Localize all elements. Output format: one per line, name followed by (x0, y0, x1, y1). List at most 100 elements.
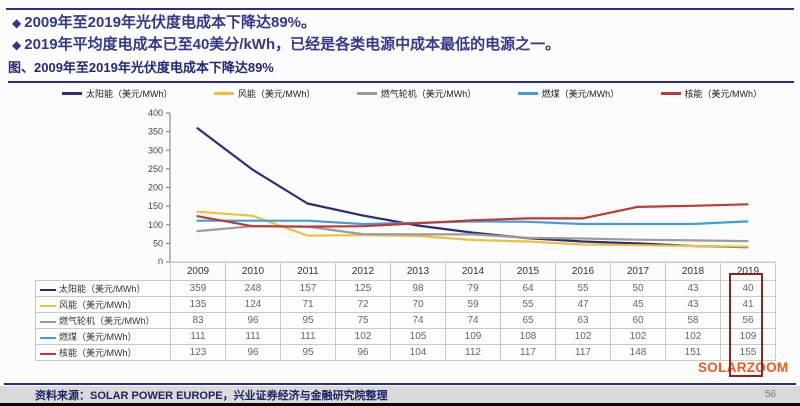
summary-bullets: ◆ 2009年至2019年光伏度电成本下降达89%。 ◆ 2019年平均度电成本已至… (12, 12, 560, 56)
year-header-2014: 2014 (445, 262, 501, 281)
value-cell: 45 (610, 296, 666, 313)
value-cell: 95 (280, 312, 336, 329)
footer: 资料来源：SOLAR POWER EUROPE，兴业证券经济与金融研究院整理 5… (0, 386, 800, 403)
diamond-bullet-icon: ◆ (12, 38, 22, 52)
value-cell: 96 (225, 344, 281, 361)
y-tick-label: 0 (158, 257, 163, 264)
value-cell: 74 (390, 312, 446, 329)
value-cell: 83 (170, 312, 226, 329)
value-cell: 74 (445, 312, 501, 329)
value-cell: 98 (390, 280, 446, 297)
row-label-gas-turbine: 燃气轮机（美元/MWh） (35, 312, 171, 329)
value-cell: 40 (720, 280, 776, 297)
bullet-text-1: 2009年至2019年光伏度电成本下降达89%。 (24, 14, 316, 31)
year-header-2011: 2011 (280, 262, 336, 281)
legend-label: 燃煤（美元/MWh） (541, 89, 620, 99)
legend-swatch-gas-turbine (356, 92, 377, 95)
legend-swatch-coal (517, 92, 538, 95)
value-cell: 151 (665, 344, 721, 361)
value-cell: 63 (555, 312, 611, 329)
value-cell: 59 (445, 296, 501, 313)
value-cell: 95 (280, 344, 336, 361)
value-cell: 117 (500, 344, 556, 361)
value-cell: 248 (225, 280, 281, 297)
year-header-2017: 2017 (610, 262, 666, 281)
legend-item-wind: 风能（美元/MWh） (213, 87, 316, 100)
value-cell: 108 (500, 328, 556, 345)
value-cell: 359 (170, 280, 226, 297)
bullet-text-2: 2019年平均度电成本已至40美分/kWh，已经是各类电源中成本最低的电源之一。 (24, 36, 561, 53)
value-cell: 41 (720, 296, 776, 313)
y-tick-label: 150 (148, 201, 163, 211)
value-cell: 102 (665, 328, 721, 345)
value-cell: 55 (555, 280, 611, 297)
row-label-coal: 燃煤（美元/MWh） (35, 328, 171, 345)
legend-label: 燃气轮机（美元/MWh） (380, 89, 477, 99)
bottom-border (0, 403, 800, 406)
value-cell: 111 (170, 328, 226, 345)
value-cell: 102 (555, 328, 611, 345)
value-cell: 105 (390, 328, 446, 345)
year-header-2013: 2013 (390, 262, 446, 281)
year-header-2010: 2010 (225, 262, 281, 281)
value-cell: 109 (720, 328, 776, 345)
value-cell: 55 (500, 296, 556, 313)
table-row-solar: 太阳能（美元/MWh） 359 248 157 125 98 79 64 55 50 43 40 (35, 280, 776, 297)
y-tick-label: 250 (148, 164, 163, 174)
value-cell: 47 (555, 296, 611, 313)
value-cell: 157 (280, 280, 336, 297)
page-number: 56 (764, 389, 776, 400)
row-label-solar: 太阳能（美元/MWh） (35, 280, 171, 297)
y-tick-label: 400 (148, 108, 163, 118)
table-row-gas-turbine: 燃气轮机（美元/MWh） 83 96 95 75 74 74 65 63 60 58 56 (35, 312, 776, 329)
value-cell: 60 (610, 312, 666, 329)
value-cell: 56 (720, 312, 776, 329)
value-cell: 123 (170, 344, 226, 361)
line-chart-svg: 0 50 100 150 200 250 300 350 400 (148, 108, 776, 264)
value-cell: 111 (280, 328, 336, 345)
series-line-gas-turbine (196, 225, 749, 243)
value-cell: 65 (500, 312, 556, 329)
legend-item-coal: 燃煤（美元/MWh） (517, 87, 620, 100)
value-cell: 125 (335, 280, 391, 297)
row-swatch-wind (40, 304, 56, 307)
value-cell: 64 (500, 280, 556, 297)
year-header-2015: 2015 (500, 262, 556, 281)
series-line-wind (196, 210, 749, 248)
value-cell: 124 (225, 296, 281, 313)
legend-label: 核能（美元/MWh） (684, 89, 763, 99)
table-row-wind: 风能（美元/MWh） 135 124 71 72 70 59 55 47 45 43 41 (35, 296, 776, 313)
legend-item-gas-turbine: 燃气轮机（美元/MWh） (356, 87, 477, 100)
legend-label: 太阳能（美元/MWh） (86, 89, 173, 99)
value-cell: 71 (280, 296, 336, 313)
diamond-bullet-icon: ◆ (12, 16, 22, 30)
legend-item-solar: 太阳能（美元/MWh） (62, 87, 173, 100)
source-note: 资料来源：SOLAR POWER EUROPE，兴业证券经济与金融研究院整理 (35, 389, 388, 402)
row-swatch-nuclear (40, 352, 56, 355)
value-cell: 79 (445, 280, 501, 297)
legend-item-nuclear: 核能（美元/MWh） (660, 87, 763, 100)
row-label-wind: 风能（美元/MWh） (35, 296, 171, 313)
table-body: 太阳能（美元/MWh） 359 248 157 125 98 79 64 55 50 43 40 风能（… (35, 280, 776, 361)
value-cell: 50 (610, 280, 666, 297)
value-cell: 96 (335, 344, 391, 361)
value-cell: 72 (335, 296, 391, 313)
value-cell: 117 (555, 344, 611, 361)
data-table: 2009 2010 2011 2012 2013 2014 2015 2016 2017 2018… (35, 262, 776, 361)
value-cell: 111 (225, 328, 281, 345)
bullet-line-1: ◆ 2009年至2019年光伏度电成本下降达89%。 (12, 12, 560, 34)
series-line-solar (196, 127, 749, 249)
legend-swatch-nuclear (660, 92, 681, 95)
y-tick-label: 350 (148, 127, 163, 137)
value-cell: 75 (335, 312, 391, 329)
year-header-2019: 2019 (720, 262, 776, 281)
value-cell: 135 (170, 296, 226, 313)
value-cell: 148 (610, 344, 666, 361)
value-cell: 58 (665, 312, 721, 329)
y-tick-label: 200 (148, 183, 163, 193)
value-cell: 102 (610, 328, 666, 345)
legend-label: 风能（美元/MWh） (237, 89, 316, 99)
footer-divider (4, 383, 796, 385)
legend: 太阳能（美元/MWh） 风能（美元/MWh） 燃气轮机（美元/MWh） 燃煤（美元/M… (62, 87, 762, 100)
table-row-coal: 燃煤（美元/MWh） 111 111 111 102 105 109 108 102 102 102… (35, 328, 776, 345)
